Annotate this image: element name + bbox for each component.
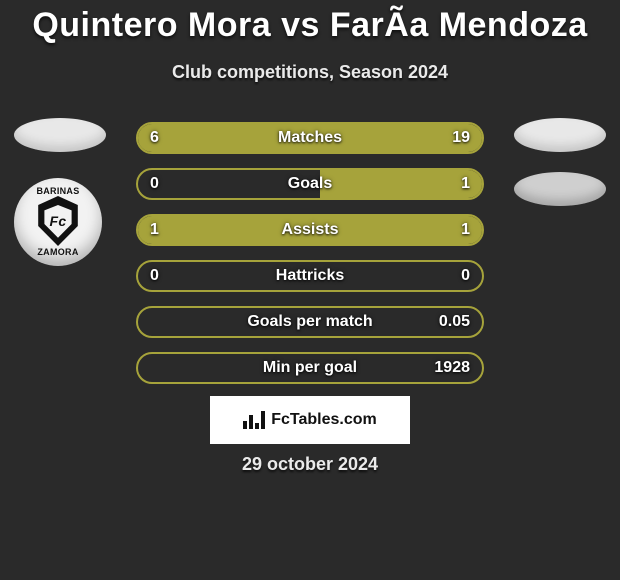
stat-bar-right-value: 1: [461, 221, 470, 239]
stat-bar-right-value: 0.05: [439, 313, 470, 331]
right-player-badge-top: [514, 118, 606, 152]
watermark-text: FcTables.com: [271, 411, 377, 429]
stat-bar-left-value: 0: [150, 267, 159, 285]
stat-bar-label: Min per goal: [263, 359, 357, 377]
club-logo-inner: BARINAS Fc ZAMORA: [36, 187, 80, 258]
stat-bars: Matches619Goals01Assists11Hattricks00Goa…: [136, 122, 484, 398]
stat-bar-left-value: 6: [150, 129, 159, 147]
stat-bar-label: Hattricks: [276, 267, 344, 285]
stat-bar-left-value: 0: [150, 175, 159, 193]
stat-bar-row: Min per goal 1928: [136, 352, 484, 384]
left-player-club-logo: BARINAS Fc ZAMORA: [14, 178, 102, 266]
stat-bar-row: Assists 1 1: [136, 214, 484, 246]
club-logo-shield-icon: Fc: [36, 196, 80, 246]
stat-bar-row: Hattricks 0 0: [136, 260, 484, 292]
stat-bar-right-value: 1: [461, 175, 470, 193]
bar-chart-icon: [243, 411, 265, 429]
stat-bar-row: Goals 0 1: [136, 168, 484, 200]
right-player-badge-mid: [514, 172, 606, 206]
stat-bar-label: Goals per match: [247, 313, 372, 331]
stat-bar-right-value: 19: [452, 129, 470, 147]
comparison-card: Quintero Mora vs FarÃ­a Mendoza Club com…: [0, 0, 620, 580]
page-subtitle: Club competitions, Season 2024: [0, 62, 620, 83]
stat-bar-label: Assists: [282, 221, 339, 239]
watermark: FcTables.com: [210, 396, 410, 444]
stat-bar-label: Matches: [278, 129, 342, 147]
footer-date: 29 october 2024: [0, 454, 620, 475]
stat-bar-row: Matches 6 19: [136, 122, 484, 154]
page-title: Quintero Mora vs FarÃ­a Mendoza: [0, 6, 620, 45]
stat-bar-fill-right: [221, 124, 482, 152]
club-logo-bottom-text: ZAMORA: [36, 248, 80, 257]
club-logo-top-text: BARINAS: [36, 187, 80, 196]
stat-bar-right-value: 0: [461, 267, 470, 285]
stat-bar-row: Goals per match 0.05: [136, 306, 484, 338]
club-logo-inner-text: Fc: [50, 214, 67, 229]
left-player-badge-top: [14, 118, 106, 152]
stat-bar-label: Goals: [288, 175, 332, 193]
stat-bar-right-value: 1928: [434, 359, 470, 377]
stat-bar-fill-right: [320, 170, 482, 198]
stat-bar-left-value: 1: [150, 221, 159, 239]
